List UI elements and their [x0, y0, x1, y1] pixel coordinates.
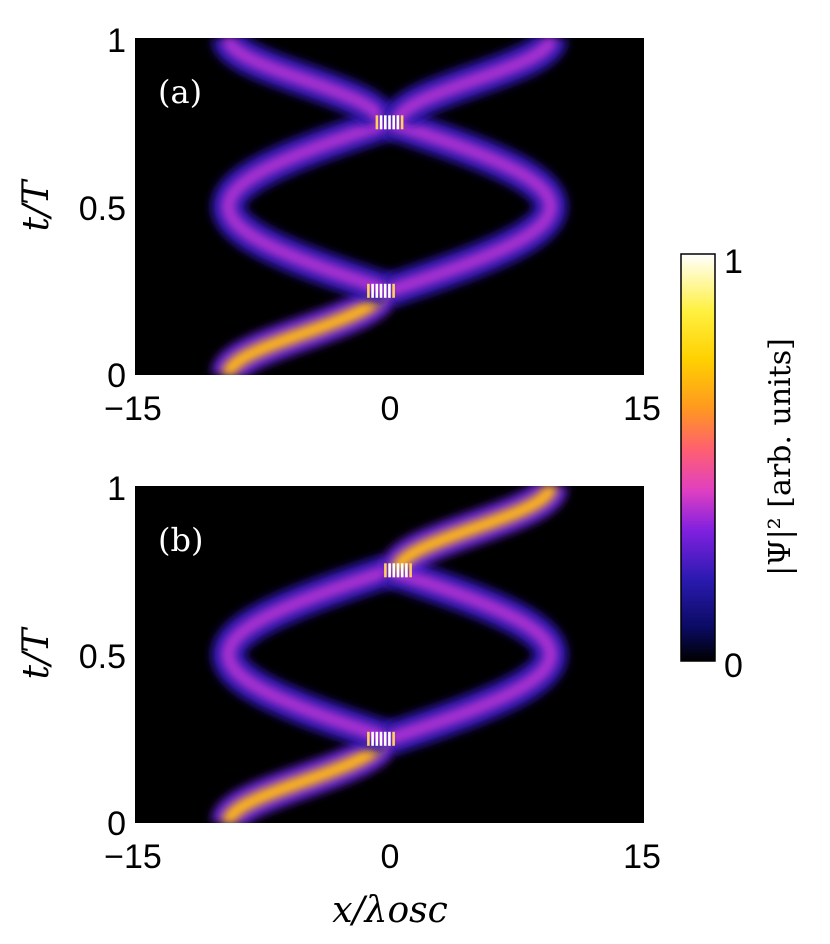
- interference-fringe: [375, 283, 379, 298]
- panel-a-x-ticks: −15 0 15: [104, 390, 661, 428]
- panel-b-x-ticks: −15 0 15: [104, 838, 661, 876]
- interference-fringe: [400, 115, 404, 130]
- interference-fringe: [384, 563, 387, 578]
- colorbar: 1 0 |Ψ|² [arb. units]: [680, 243, 798, 685]
- interference-fringe: [371, 283, 374, 298]
- packet-trajectory: [387, 115, 558, 298]
- interference-fringe: [384, 115, 387, 130]
- interference-fringe: [392, 283, 395, 298]
- interference-fringe: [375, 731, 379, 746]
- interference-fringe: [388, 731, 391, 746]
- interference-fringe: [400, 563, 404, 578]
- panel-b-y-tick-max: 1: [107, 470, 126, 508]
- panel-b-packets: [211, 486, 568, 823]
- interference-fringe: [371, 731, 374, 746]
- panel-b-y-tick-min: 0: [107, 805, 126, 843]
- interference-fringe: [383, 283, 387, 298]
- panel-b-y-tick-mid: 0.5: [79, 638, 126, 676]
- packet-trajectory: [221, 290, 388, 375]
- panel-a-y-tick-mid: 0.5: [79, 190, 126, 228]
- panel-a-y-tick-min: 0: [107, 357, 126, 395]
- panel-a-y-tick-max: 1: [107, 22, 126, 60]
- interference-fringe: [379, 731, 383, 746]
- colorbar-max-label: 1: [724, 243, 743, 281]
- interference-fringe: [392, 563, 396, 578]
- panel-b-x-tick-min: −15: [104, 838, 162, 876]
- panel-a-y-ticks: 0 0.5 1: [79, 22, 126, 395]
- interference-fringe: [388, 283, 391, 298]
- panel-a-packets: [211, 38, 568, 375]
- interference-fringe: [367, 283, 370, 298]
- interference-fringe: [388, 115, 391, 130]
- panel-b-x-tick-mid: 0: [381, 838, 400, 876]
- packet-trajectory: [221, 738, 388, 823]
- interference-fringe: [379, 115, 383, 130]
- interference-fringe: [396, 563, 400, 578]
- panel-a-heatmap: (a): [135, 38, 644, 375]
- packet-trajectory: [387, 563, 558, 746]
- packet-trajectory: [221, 38, 388, 123]
- panel-a-y-axis-label: t/T: [16, 178, 57, 232]
- interference-fringe: [392, 115, 395, 130]
- panel-b-x-tick-max: 15: [623, 838, 661, 876]
- colorbar-title: |Ψ|² [arb. units]: [763, 338, 798, 576]
- packet-trajectory: [391, 38, 558, 123]
- packet-trajectory: [221, 563, 392, 746]
- interference-fringe: [375, 115, 379, 130]
- colorbar-gradient: [680, 253, 716, 662]
- packet-trajectory: [221, 115, 392, 298]
- interference-fringe: [405, 563, 408, 578]
- panel-b-y-ticks: 0 0.5 1: [79, 470, 126, 843]
- panel-a-x-tick-mid: 0: [381, 390, 400, 428]
- panel-b-tag: (b): [158, 521, 203, 559]
- panel-b-heatmap: (b): [135, 486, 644, 823]
- interference-fringe: [379, 283, 383, 298]
- panel-a-x-tick-max: 15: [623, 390, 661, 428]
- panel-b-y-axis-label: t/T: [16, 626, 57, 680]
- interference-fringe: [396, 115, 400, 130]
- panel-a-tag: (a): [158, 73, 202, 111]
- panel-a-x-tick-min: −15: [104, 390, 162, 428]
- packet-trajectory: [391, 486, 558, 571]
- interference-fringe: [388, 563, 391, 578]
- x-axis-label: x/λosc: [332, 890, 448, 931]
- interference-fringe: [409, 563, 412, 578]
- interference-fringe: [367, 731, 370, 746]
- interference-fringe: [392, 731, 395, 746]
- colorbar-min-label: 0: [724, 647, 743, 685]
- interference-fringe: [383, 731, 387, 746]
